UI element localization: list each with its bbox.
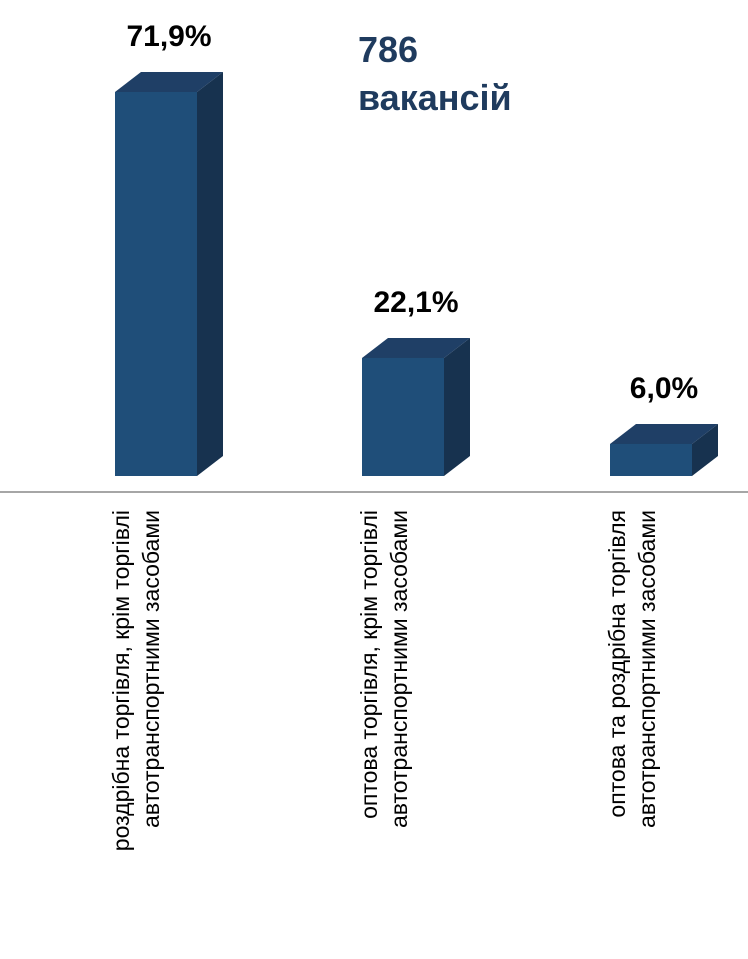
category-label: оптова та роздрібна торгівля автотранспор… bbox=[604, 510, 660, 828]
category-label-line: оптова торгівля, крім торгівлі bbox=[356, 510, 382, 819]
bar bbox=[115, 72, 223, 476]
bar-side-face bbox=[444, 337, 470, 476]
bar-top-face bbox=[610, 423, 718, 444]
bar-top-face bbox=[115, 72, 223, 92]
data-label: 22,1% bbox=[373, 286, 458, 319]
bar-side-face bbox=[692, 423, 718, 476]
bar bbox=[610, 423, 718, 476]
total-vacancies-number: 786 bbox=[358, 29, 419, 70]
category-label-line: оптова та роздрібна торгівля bbox=[604, 510, 630, 818]
category-label-line: роздрібна торгівля, крім торгівлі bbox=[108, 510, 134, 851]
bar-front-face bbox=[610, 443, 692, 476]
bar bbox=[362, 337, 470, 476]
total-vacancies-label: 786 вакансій bbox=[358, 26, 512, 122]
labels-layer: 71,9%роздрібна торгівля, крім торгівлі ав… bbox=[108, 20, 698, 851]
category-label-line: автотранспортними засобами bbox=[634, 510, 660, 828]
category-label: роздрібна торгівля, крім торгівлі автотра… bbox=[108, 510, 164, 851]
data-label: 6,0% bbox=[630, 372, 698, 405]
total-vacancies-word: вакансій bbox=[358, 77, 512, 118]
bar-top-face bbox=[362, 337, 470, 358]
category-label: оптова торгівля, крім торгівлі автотрансп… bbox=[356, 510, 412, 828]
category-label-line: автотранспортними засобами bbox=[138, 510, 164, 828]
data-label: 71,9% bbox=[126, 20, 211, 53]
bar-front-face bbox=[115, 92, 197, 476]
bar-front-face bbox=[362, 357, 444, 476]
bars-layer bbox=[115, 72, 718, 476]
bar-side-face bbox=[197, 72, 223, 476]
category-label-line: автотранспортними засобами bbox=[386, 510, 412, 828]
